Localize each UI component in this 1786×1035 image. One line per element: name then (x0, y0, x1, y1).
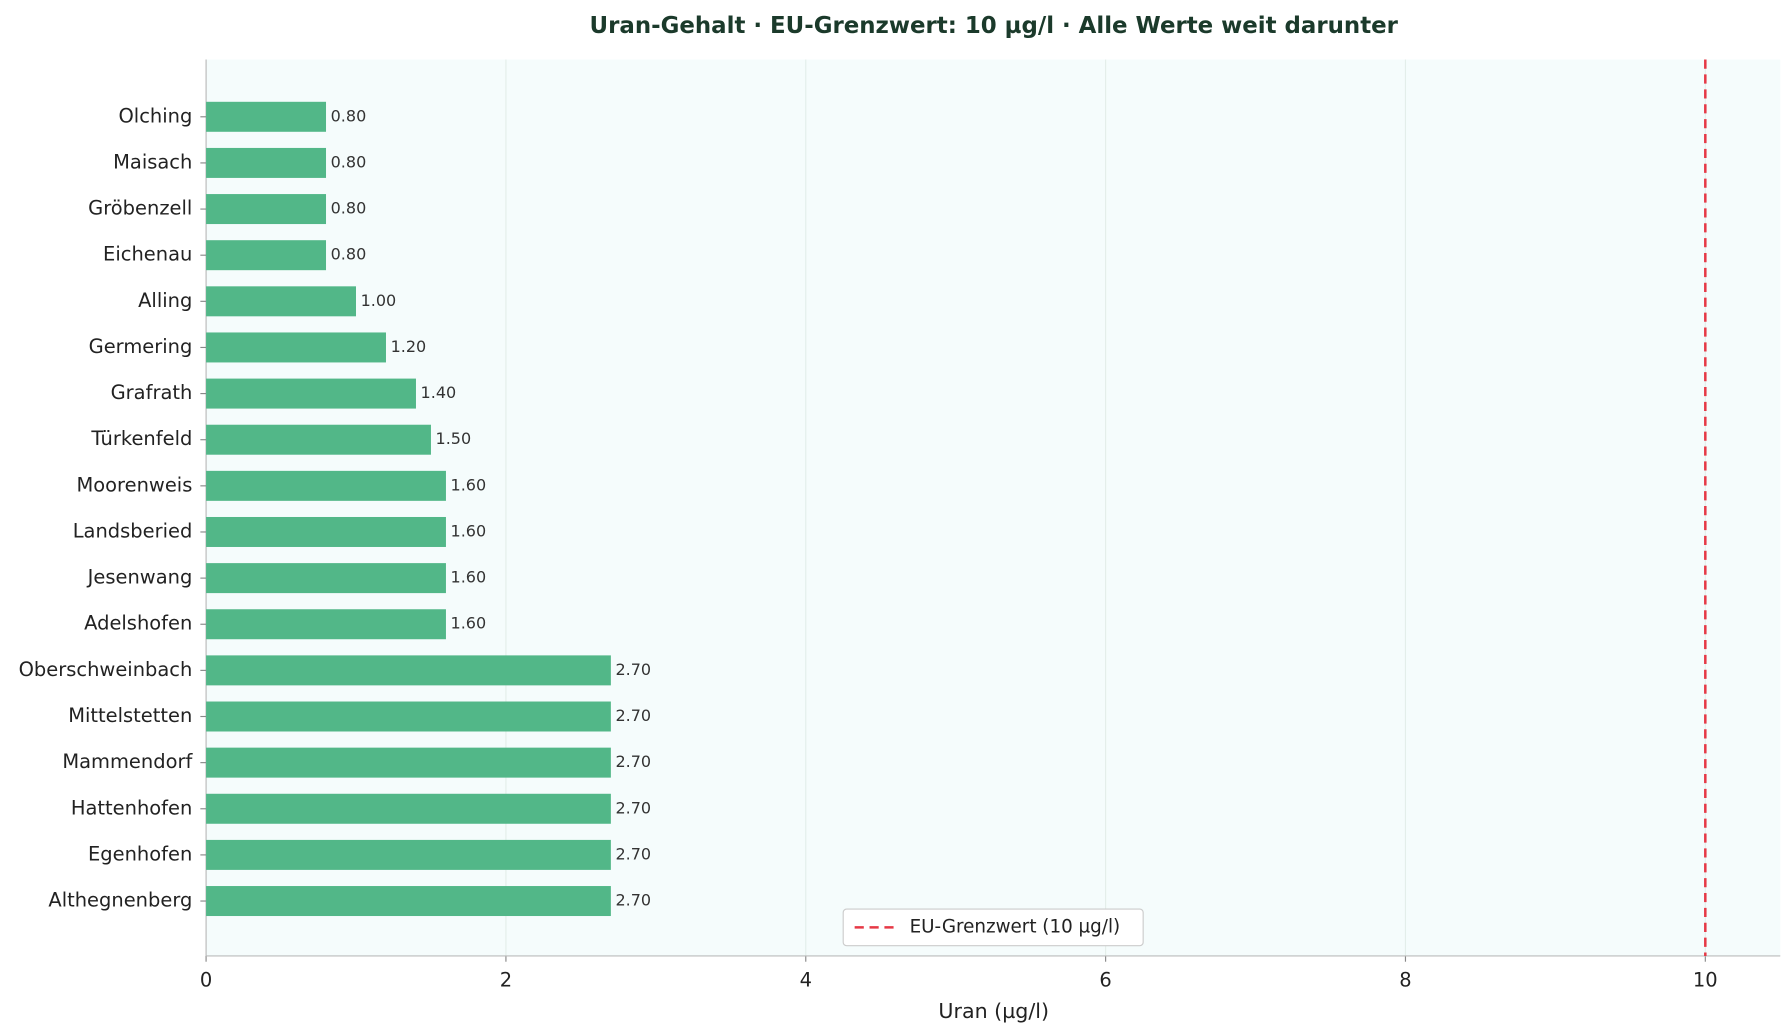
bar (206, 701, 611, 732)
chart-title: Uran-Gehalt · EU-Grenzwert: 10 µg/l · Al… (590, 13, 1399, 39)
y-tick-label: Gröbenzell (88, 197, 192, 220)
bar (206, 793, 611, 824)
y-tick-label: Landsberied (73, 519, 193, 542)
legend-label: EU-Grenzwert (10 µg/l) (910, 916, 1121, 937)
bar (206, 147, 327, 178)
bar (206, 609, 446, 640)
x-axis-label: Uran (µg/l) (938, 999, 1049, 1023)
x-tick-label: 2 (500, 969, 512, 992)
value-label: 2.70 (615, 798, 651, 817)
bar (206, 655, 611, 686)
bar (206, 470, 446, 501)
bar (206, 101, 327, 132)
x-tick-label: 8 (1399, 969, 1411, 992)
value-label: 2.70 (615, 891, 651, 910)
value-label: 1.60 (451, 475, 487, 494)
value-label: 1.60 (451, 521, 487, 540)
y-tick-label: Althegnenberg (48, 889, 192, 912)
bar (206, 747, 611, 778)
bar (206, 378, 416, 409)
bar (206, 332, 386, 363)
bar (206, 839, 611, 870)
y-tick-label: Moorenweis (76, 473, 192, 496)
value-label: 0.80 (331, 106, 367, 125)
value-label: 1.60 (451, 614, 487, 633)
value-label: 1.60 (451, 568, 487, 587)
y-tick-label: Oberschweinbach (19, 658, 193, 681)
x-tick-label: 4 (800, 969, 812, 992)
value-label: 2.70 (615, 660, 651, 679)
y-tick-label: Adelshofen (84, 612, 192, 635)
value-label: 2.70 (615, 752, 651, 771)
y-tick-label: Olching (119, 104, 193, 127)
y-tick-label: Mammendorf (62, 750, 193, 773)
bar (206, 240, 327, 271)
y-tick-label: Egenhofen (88, 842, 192, 865)
y-tick-label: Jesenwang (87, 566, 193, 589)
value-label: 1.40 (421, 383, 457, 402)
y-tick-label: Türkenfeld (90, 427, 192, 450)
bar (206, 194, 327, 225)
value-label: 2.70 (615, 844, 651, 863)
bar (206, 424, 431, 455)
value-label: 1.50 (436, 429, 472, 448)
bar (206, 563, 446, 594)
value-label: 1.20 (391, 337, 427, 356)
x-tick-label: 0 (200, 969, 212, 992)
y-tick-label: Maisach (113, 150, 192, 173)
value-label: 2.70 (615, 706, 651, 725)
value-label: 0.80 (331, 245, 367, 264)
value-label: 1.00 (361, 291, 397, 310)
value-label: 0.80 (331, 152, 367, 171)
value-label: 0.80 (331, 199, 367, 218)
y-tick-label: Eichenau (103, 243, 192, 266)
bar (206, 886, 611, 917)
x-tick-label: 6 (1099, 969, 1111, 992)
y-tick-label: Germering (89, 335, 193, 358)
y-tick-label: Alling (138, 289, 192, 312)
y-tick-label: Mittelstetten (68, 704, 192, 727)
y-tick-label: Hattenhofen (71, 796, 192, 819)
x-tick-label: 10 (1693, 969, 1718, 992)
legend (842, 908, 1144, 947)
bar (206, 516, 446, 547)
bar (206, 286, 357, 317)
y-tick-label: Grafrath (111, 381, 193, 404)
